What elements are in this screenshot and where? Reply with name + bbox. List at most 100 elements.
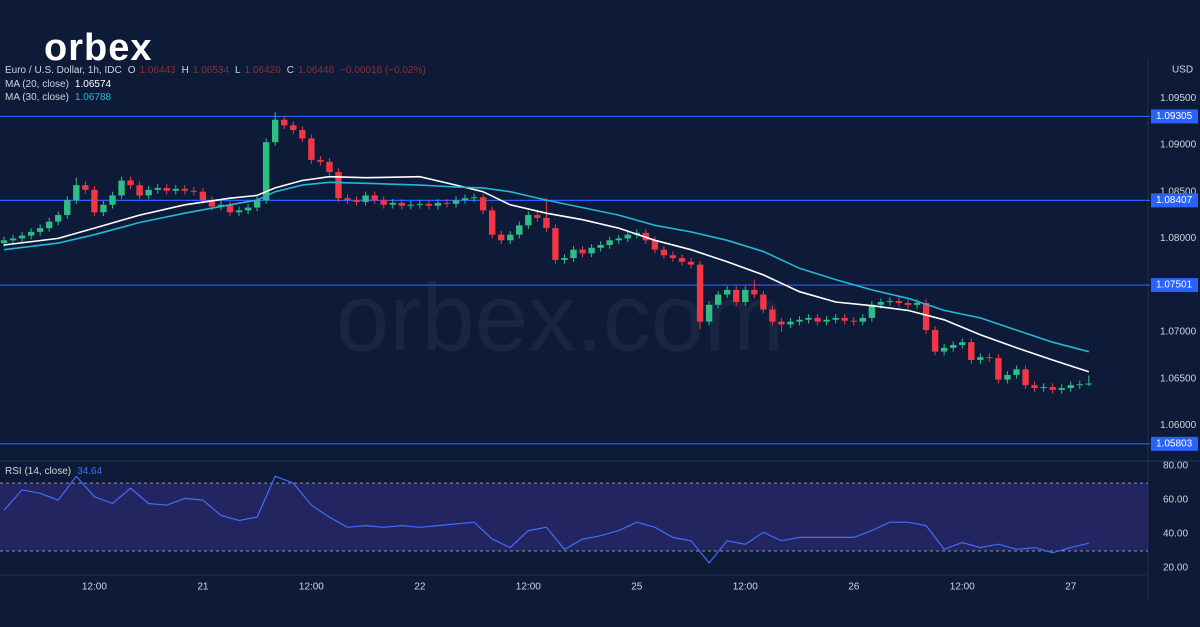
candle-body (190, 190, 198, 192)
logo: orbex (44, 27, 152, 69)
candle-body (886, 301, 894, 303)
legend-value: 1.06574 (75, 79, 112, 90)
candle-body (308, 138, 315, 160)
x-tick-label: 22 (414, 582, 426, 593)
ohlc-value: 1.06448 (298, 65, 335, 76)
candle-body (543, 217, 550, 229)
candle-body (154, 187, 161, 190)
candle-body (1022, 369, 1029, 386)
candle-body (516, 225, 523, 235)
candle-body (931, 330, 939, 352)
y-tick-label: 1.06500 (1160, 373, 1197, 384)
candle-body (714, 294, 722, 305)
candle-body (1040, 387, 1047, 389)
candle-body (705, 304, 713, 322)
candle-body (1076, 384, 1083, 386)
candle-body (651, 240, 659, 250)
candle-body (1085, 383, 1092, 385)
candle-body (371, 195, 378, 201)
candle-body (335, 172, 342, 199)
x-tick-label: 26 (848, 582, 860, 593)
legend-name: MA (30, close) (5, 92, 69, 103)
candle-body (1013, 369, 1020, 375)
candle-body (488, 210, 496, 235)
candle-body (552, 228, 559, 260)
candle-body (959, 342, 966, 346)
candle-body (36, 228, 44, 232)
candle-body (534, 215, 541, 218)
candle-body (479, 197, 487, 211)
candle-body (805, 317, 812, 320)
ohlc-label: H (182, 65, 189, 76)
candle-body (787, 321, 794, 325)
candle-body (100, 204, 107, 213)
candle-body (570, 249, 577, 259)
candle-body (769, 309, 776, 322)
candle-body (832, 317, 839, 320)
candle-body (868, 304, 876, 318)
level-label-box (1151, 278, 1198, 293)
ma-line (3, 181, 1090, 353)
candle-body (859, 317, 866, 322)
candle-body (624, 234, 631, 239)
candle-body (597, 244, 604, 248)
candle-body (561, 258, 568, 260)
candle-body (73, 185, 80, 201)
y-tick-label: 80.00 (1163, 461, 1188, 472)
candle-body (877, 302, 885, 305)
candle-body (262, 142, 270, 201)
candle-body (317, 159, 324, 162)
ohlc-value: 1.06443 (140, 65, 177, 76)
candle-body (199, 191, 207, 201)
candle-body (109, 195, 116, 205)
candle-body (606, 240, 613, 245)
candle-body (326, 161, 333, 173)
candle-body (660, 249, 668, 256)
ohlc-label: O (128, 65, 136, 76)
candle-body (172, 188, 179, 191)
level-label-box (1151, 436, 1198, 451)
candle-body (344, 198, 351, 201)
candle-body (678, 258, 686, 262)
candle-body (995, 358, 1002, 380)
y-tick-label: 40.00 (1163, 529, 1188, 540)
candle-body (615, 238, 622, 241)
candle-body (416, 203, 424, 205)
symbol-name: Euro / U.S. Dollar, 1h, IDC (5, 65, 122, 76)
candle-body (579, 249, 586, 254)
y-tick-label: 1.06000 (1160, 420, 1197, 431)
x-tick-label: 27 (1065, 582, 1077, 593)
candle-body (742, 289, 749, 303)
level-label-box (1151, 109, 1198, 124)
candle-body (163, 187, 170, 191)
level-label-box (1151, 193, 1198, 208)
candle-body (724, 289, 731, 295)
candle-body (407, 204, 414, 206)
candle-body (27, 231, 35, 236)
level-label: 1.09305 (1156, 111, 1193, 122)
ohlc-label: C (287, 65, 294, 76)
candle-body (91, 189, 98, 213)
x-tick-label: 12:00 (516, 582, 541, 593)
candle-body (1058, 388, 1065, 390)
candle-body (588, 247, 595, 254)
x-tick-label: 12:00 (733, 582, 758, 593)
legend-value: 34.64 (77, 466, 102, 477)
candle-body (760, 294, 767, 310)
y-tick-label: 1.07000 (1160, 327, 1197, 338)
x-tick-label: 12:00 (82, 582, 107, 593)
candle-body (118, 180, 125, 196)
candle-body (733, 289, 740, 303)
level-label: 1.05803 (1156, 438, 1193, 449)
price-unit: USD (1172, 65, 1193, 76)
y-tick-label: 20.00 (1163, 563, 1188, 574)
candle-body (46, 221, 53, 229)
candle-body (18, 235, 26, 239)
candle-body (55, 215, 62, 222)
x-tick-label: 21 (197, 582, 209, 593)
candle-body (1067, 385, 1074, 389)
candle-body (425, 203, 433, 206)
candle-body (796, 319, 803, 322)
candle-body (452, 200, 460, 204)
